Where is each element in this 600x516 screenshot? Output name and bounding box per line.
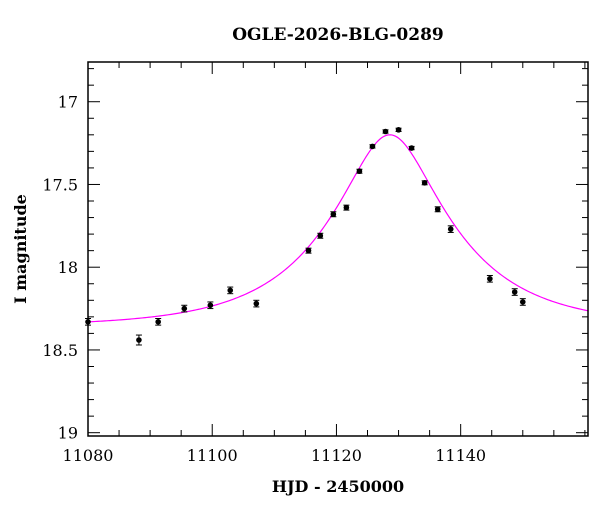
point-marker <box>253 300 260 307</box>
point-marker <box>382 128 389 135</box>
data-point <box>343 204 350 211</box>
data-point <box>421 180 428 186</box>
point-marker <box>181 305 188 312</box>
point-marker <box>395 127 402 133</box>
point-marker <box>155 319 161 325</box>
data-point <box>519 298 526 306</box>
point-marker <box>330 211 337 218</box>
point-marker <box>305 247 312 254</box>
data-point <box>369 143 376 150</box>
y-tick-label: 19 <box>58 424 78 443</box>
point-marker <box>369 143 376 150</box>
point-marker <box>421 180 428 186</box>
x-tick-label: 11080 <box>63 446 114 465</box>
x-tick-label: 11100 <box>187 446 238 465</box>
y-axis-label: I magnitude <box>11 194 30 304</box>
data-point <box>356 168 363 175</box>
data-point <box>227 286 234 295</box>
y-tick-label: 18.5 <box>42 341 78 360</box>
data-point <box>330 211 337 218</box>
point-marker <box>408 145 415 151</box>
data-point <box>447 225 454 233</box>
point-marker <box>511 289 518 295</box>
point-marker <box>317 232 324 239</box>
data-point <box>207 301 214 310</box>
chart-title: OGLE-2026-BLG-0289 <box>232 25 444 45</box>
data-point <box>434 206 441 213</box>
data-point <box>382 128 389 135</box>
plot-frame <box>87 61 589 437</box>
data-points <box>85 127 526 346</box>
y-tick-label: 17.5 <box>42 175 78 194</box>
y-tick-label: 17 <box>58 93 78 112</box>
data-point <box>408 145 415 151</box>
data-point <box>135 334 142 346</box>
x-tick-label: 11120 <box>311 446 362 465</box>
point-marker <box>227 287 234 294</box>
data-point <box>155 318 162 326</box>
point-marker <box>519 299 526 305</box>
x-tick-label: 11140 <box>435 446 486 465</box>
point-marker <box>136 337 142 343</box>
data-point <box>305 247 312 254</box>
point-marker <box>487 275 493 282</box>
point-marker <box>447 226 454 232</box>
data-point <box>181 304 188 313</box>
axis-ticks <box>87 62 588 436</box>
point-marker <box>356 168 363 175</box>
y-tick-label: 18 <box>58 258 78 277</box>
tick-labels: 11080 11100 11120 11140 17 17.5 18 18.5 19 <box>42 93 486 465</box>
data-point <box>486 274 493 283</box>
point-marker <box>207 302 214 309</box>
data-point <box>511 288 518 296</box>
point-marker <box>343 204 350 211</box>
data-point <box>253 299 260 308</box>
point-marker <box>434 206 441 213</box>
x-axis-label: HJD - 2450000 <box>272 477 404 496</box>
model-curve <box>88 134 588 323</box>
data-point <box>395 127 402 133</box>
data-point <box>317 232 324 239</box>
